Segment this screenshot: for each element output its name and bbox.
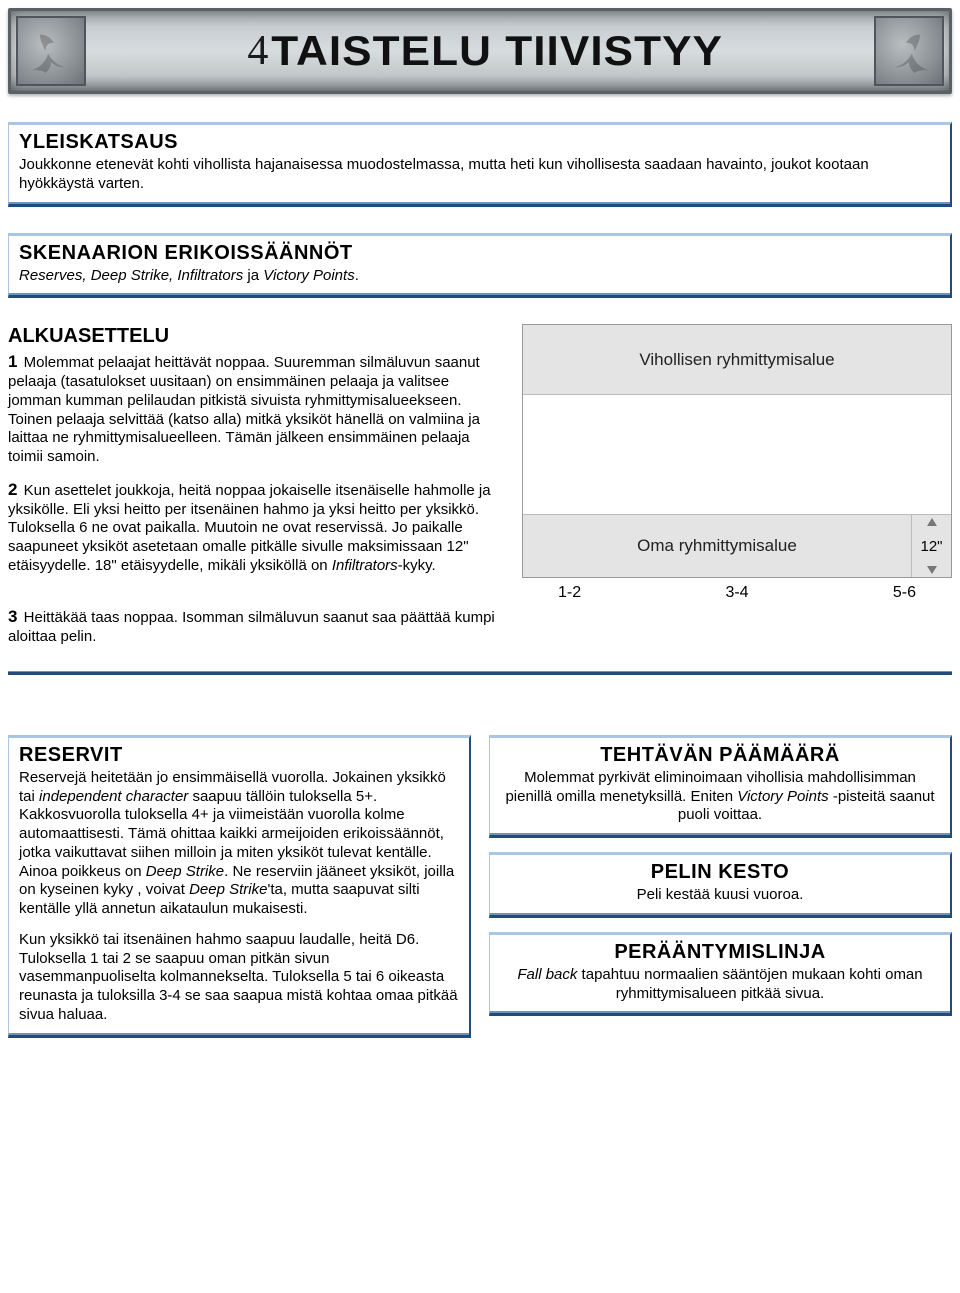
deployment-diagram-wrap: Vihollisen ryhmittymisalue Oma ryhmittym…	[522, 324, 952, 602]
special-rules-join: ja	[243, 267, 263, 284]
objective-text: Molemmat pyrkivät eliminoimaan vihollisi…	[500, 769, 940, 825]
setup-heading: ALKUASETTELU	[8, 324, 502, 349]
col-right: TEHTÄVÄN PÄÄMÄÄRÄ Molemmat pyrkivät elim…	[489, 735, 952, 1038]
section-divider	[8, 671, 952, 675]
duration-heading: PELIN KESTO	[500, 861, 940, 884]
step-number-2: 2	[8, 480, 17, 499]
fallback-rest: tapahtuu normaalien sääntöjen mukaan koh…	[577, 966, 922, 1002]
deployment-diagram: Vihollisen ryhmittymisalue Oma ryhmittym…	[522, 324, 952, 578]
objective-box: TEHTÄVÄN PÄÄMÄÄRÄ Molemmat pyrkivät elim…	[489, 735, 952, 838]
setup-step-2: 2 Kun asettelet joukkoja, heitä noppaa j…	[8, 479, 502, 576]
reserves-heading: RESERVIT	[19, 744, 459, 767]
own-zone: Oma ryhmittymisalue	[523, 515, 911, 577]
step-2-text-b: -kyky.	[398, 557, 436, 574]
neutral-zone	[523, 395, 951, 515]
setup-step-3-row: 3 Heittäkää taas noppaa. Isomman silmälu…	[8, 606, 952, 659]
title-banner: 4 TAISTELU TIIVISTYY	[8, 8, 952, 94]
setup-step-1: 1 Molemmat pelaajat heittävät noppaa. Su…	[8, 351, 502, 467]
step-3-text: Heittäkää taas noppaa. Isomman silmäluvu…	[8, 609, 495, 645]
special-rules-text: Reserves, Deep Strike, Infiltrators ja V…	[19, 267, 940, 286]
banner-ornament-left	[16, 16, 86, 86]
bottom-columns: RESERVIT Reservejä heitetään jo ensimmäi…	[8, 735, 952, 1038]
banner-ornament-right	[874, 16, 944, 86]
dragon-icon	[18, 18, 84, 84]
step-number-1: 1	[8, 352, 17, 371]
reserves-text: Reservejä heitetään jo ensimmäisellä vuo…	[19, 769, 459, 1025]
own-zone-row: Oma ryhmittymisalue 12"	[523, 515, 951, 577]
spacer	[522, 606, 952, 659]
fallback-it: Fall back	[517, 966, 577, 983]
setup-step-3: 3 Heittäkää taas noppaa. Isomman silmälu…	[8, 606, 502, 659]
scenario-number: 4	[247, 27, 268, 75]
enemy-zone: Vihollisen ryhmittymisalue	[523, 325, 951, 395]
overview-heading: YLEISKATSAUS	[19, 131, 940, 154]
depth-marker: 12"	[911, 515, 951, 577]
scenario-title: TAISTELU TIIVISTYY	[272, 27, 724, 75]
dice-label-3: 5-6	[893, 584, 916, 602]
step-number-3: 3	[8, 607, 17, 626]
special-rules-italic-1: Reserves, Deep Strike, Infiltrators	[19, 267, 243, 284]
col-left: RESERVIT Reservejä heitetään jo ensimmäi…	[8, 735, 471, 1038]
dice-label-1: 1-2	[558, 584, 581, 602]
fallback-text: Fall back tapahtuu normaalien sääntöjen …	[500, 966, 940, 1004]
reserves-it2: Deep Strike	[146, 863, 224, 880]
step-1-text: Molemmat pelaajat heittävät noppaa. Suur…	[8, 354, 480, 465]
fallback-heading: PERÄÄNTYMISLINJA	[500, 941, 940, 964]
overview-box: YLEISKATSAUS Joukkonne etenevät kohti vi…	[8, 122, 952, 207]
special-rules-italic-2: Victory Points	[263, 267, 354, 284]
setup-text: ALKUASETTELU 1 Molemmat pelaajat heittäv…	[8, 324, 502, 602]
fallback-box: PERÄÄNTYMISLINJA Fall back tapahtuu norm…	[489, 932, 952, 1017]
reserves-it3: Deep Strike	[189, 881, 267, 898]
reserves-it1: independent character	[39, 788, 188, 805]
special-rules-box: SKENAARION ERIKOISSÄÄNNÖT Reserves, Deep…	[8, 233, 952, 299]
duration-box: PELIN KESTO Peli kestää kuusi vuoroa.	[489, 852, 952, 918]
dice-label-2: 3-4	[725, 584, 748, 602]
objective-heading: TEHTÄVÄN PÄÄMÄÄRÄ	[500, 744, 940, 767]
step-2-italic: Infiltrators	[332, 557, 398, 574]
overview-text: Joukkonne etenevät kohti vihollista haja…	[19, 156, 940, 194]
page: 4 TAISTELU TIIVISTYY YLEISKATSAUS Joukko…	[0, 0, 960, 1046]
objective-it: Victory Points	[737, 788, 828, 805]
dice-labels: 1-2 3-4 5-6	[522, 578, 952, 602]
reserves-box: RESERVIT Reservejä heitetään jo ensimmäi…	[8, 735, 471, 1038]
special-rules-end: .	[355, 267, 359, 284]
setup-section: ALKUASETTELU 1 Molemmat pelaajat heittäv…	[8, 324, 952, 602]
dragon-icon	[876, 18, 942, 84]
reserves-p2: Kun yksikkö tai itsenäinen hahmo saapuu …	[19, 931, 459, 1025]
special-rules-heading: SKENAARION ERIKOISSÄÄNNÖT	[19, 242, 940, 265]
duration-text: Peli kestää kuusi vuoroa.	[500, 886, 940, 905]
